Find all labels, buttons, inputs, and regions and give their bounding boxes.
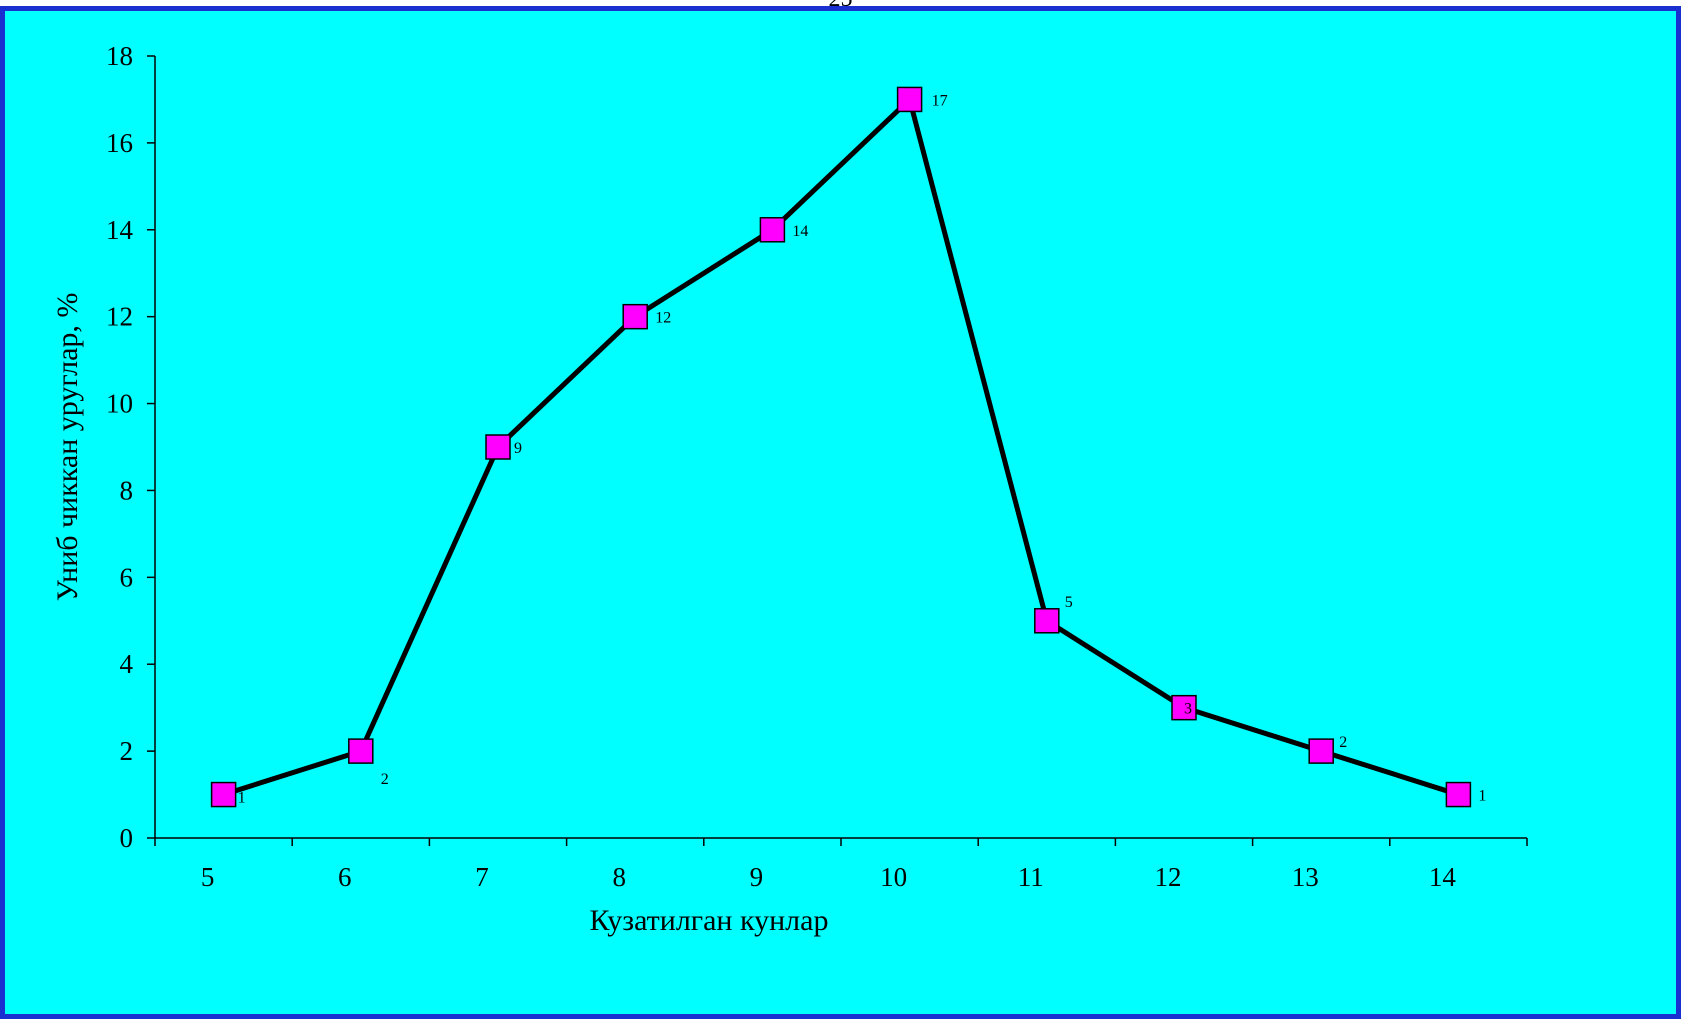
x-tick-label: 12 (1155, 862, 1182, 892)
data-point-marker (1034, 608, 1060, 634)
data-label: 2 (381, 771, 389, 788)
data-point-marker (896, 86, 923, 113)
data-point-marker (1171, 694, 1197, 721)
x-tick-label: 5 (201, 862, 215, 892)
y-axis-title: Униб чиккан уруглар, % (51, 293, 84, 602)
data-label: 12 (655, 310, 671, 327)
y-tick-label: 2 (120, 736, 134, 766)
x-tick-label: 8 (612, 862, 626, 892)
y-tick-label: 18 (106, 41, 133, 71)
y-tick-label: 16 (106, 128, 133, 158)
data-label: 3 (1184, 701, 1192, 718)
series-line (210, 86, 1472, 808)
data-point-marker (1308, 738, 1334, 764)
y-tick-label: 10 (106, 389, 133, 419)
data-point-marker (485, 434, 511, 460)
y-tick-label: 8 (120, 475, 134, 505)
y-tick-label: 0 (120, 823, 134, 853)
series-polyline (222, 96, 1460, 797)
data-point-marker (348, 738, 374, 764)
data-label: 1 (238, 790, 246, 807)
x-tick-label: 9 (750, 862, 764, 892)
x-tick-label: 7 (475, 862, 489, 892)
chart-frame: 0 2 4 6 8 10 12 14 16 18 5 6 7 8 9 10 11 12 13 14 1 2 9 12 14 17… (0, 6, 1681, 1019)
data-label: 14 (792, 223, 808, 240)
x-tick-label: 10 (880, 862, 907, 892)
data-label: 17 (932, 92, 948, 109)
y-tick-label: 6 (120, 562, 134, 592)
x-axis-title: Кузатилган кунлар (590, 904, 829, 937)
data-point-marker (210, 781, 237, 808)
data-point-marker (759, 217, 786, 243)
y-tick-label: 12 (106, 302, 133, 332)
data-point-marker (1445, 781, 1472, 808)
data-label: 2 (1339, 734, 1347, 751)
data-point-marker (622, 303, 648, 330)
data-label: 5 (1065, 594, 1073, 611)
x-tick-label: 11 (1018, 862, 1044, 892)
y-tick-label: 14 (106, 215, 134, 245)
data-label: 9 (514, 440, 522, 457)
data-label: 1 (1478, 788, 1486, 805)
x-tick-label: 6 (338, 862, 352, 892)
x-tick-label: 14 (1429, 862, 1457, 892)
y-tick-label: 4 (120, 649, 134, 679)
x-tick-label: 13 (1292, 862, 1319, 892)
